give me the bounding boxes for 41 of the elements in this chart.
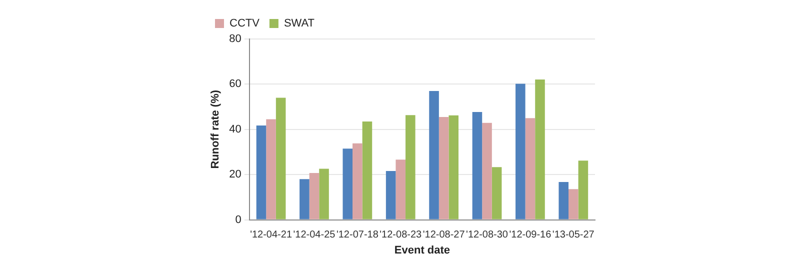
bar [525, 118, 536, 220]
bar [352, 143, 362, 220]
bar [276, 98, 286, 220]
y-tick-label: 60 [229, 78, 242, 90]
bar [266, 119, 276, 220]
bar [300, 179, 310, 220]
bar [386, 170, 396, 220]
legend-label: SWAT [284, 18, 315, 30]
bar [482, 122, 492, 220]
bar [429, 90, 439, 220]
bar [309, 173, 320, 220]
bar [558, 182, 569, 220]
bar [256, 126, 266, 220]
bar [516, 84, 526, 220]
bar [535, 79, 545, 220]
y-tick-label: 40 [229, 123, 242, 136]
x-axis-title: Event date [394, 244, 450, 256]
bar [396, 160, 406, 220]
legend-label: CCTV [230, 18, 260, 30]
bar [448, 115, 458, 220]
bar [362, 121, 372, 220]
bar [492, 167, 502, 220]
x-tick-label: '12-08-23 [380, 230, 422, 241]
y-tick-label: 0 [235, 214, 242, 226]
y-tick-label: 20 [229, 168, 242, 181]
x-tick-label: '12-08-27 [422, 230, 466, 241]
x-tick-label: '12-08-30 [466, 230, 508, 241]
x-tick-label: '12-04-25 [293, 230, 336, 241]
bar [578, 160, 588, 220]
x-tick-label: '12-07-18 [336, 230, 379, 241]
bar [342, 148, 353, 220]
x-tick-label: '13-05-27 [552, 230, 595, 241]
bar [568, 189, 578, 220]
y-axis-title: Runoff rate (%) [210, 90, 222, 169]
bar [438, 116, 449, 220]
x-tick-label: '12-09-16 [509, 230, 552, 241]
bar [406, 115, 416, 220]
y-tick-label: 80 [229, 33, 242, 46]
x-tick-label: '12-04-21 [250, 230, 292, 241]
bar [472, 112, 482, 220]
bar [319, 168, 329, 220]
